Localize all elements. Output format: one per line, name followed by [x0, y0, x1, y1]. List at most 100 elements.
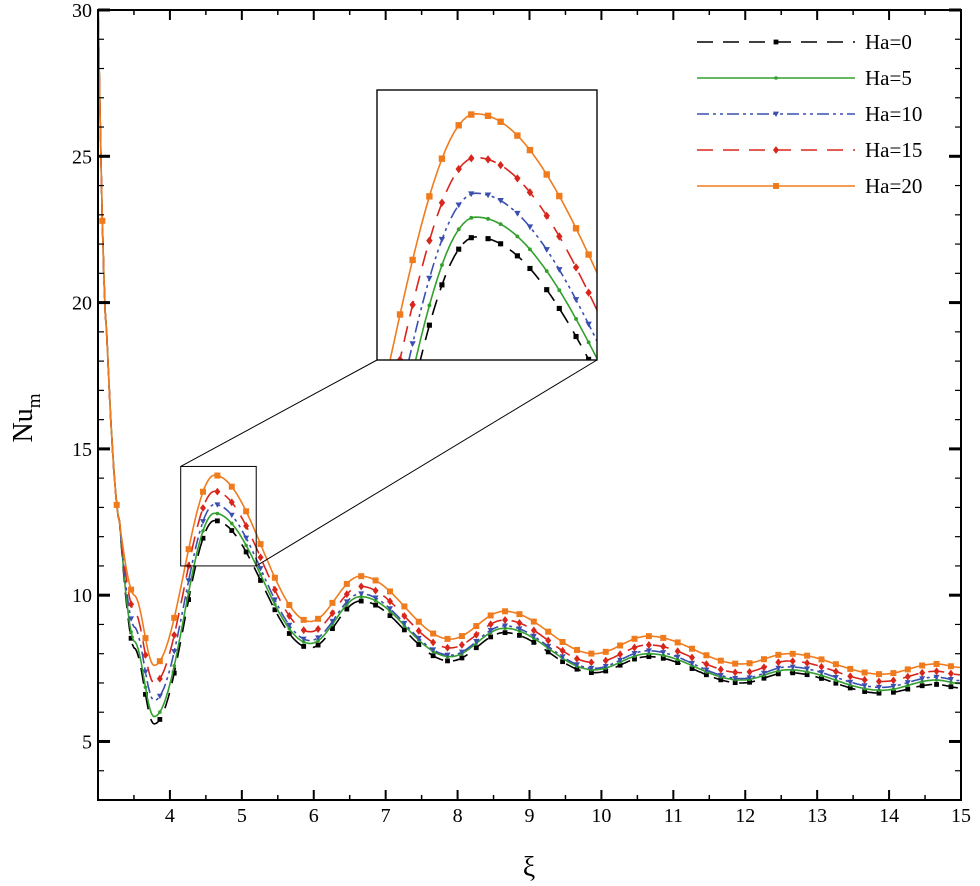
legend-swatch-marker [774, 76, 778, 80]
series-marker-ha-5 [287, 626, 292, 631]
series-marker-ha-10 [487, 627, 494, 634]
series-marker-ha-10 [545, 643, 552, 650]
series-marker-ha-0 [775, 671, 781, 677]
series-marker-ha-20 [214, 472, 221, 479]
zoom-connector-line [255, 359, 598, 567]
legend-swatch-marker [773, 146, 779, 154]
inset-marker-ha-0 [498, 241, 504, 247]
inset-marker-ha-20 [409, 256, 416, 264]
series-marker-ha-15 [588, 658, 595, 667]
series-marker-ha-0 [847, 685, 853, 691]
inset-marker-ha-20 [514, 132, 521, 139]
series-marker-ha-20 [818, 656, 825, 663]
series-marker-ha-10 [588, 665, 595, 672]
series-marker-ha-0 [473, 645, 479, 651]
series-marker-ha-5 [273, 602, 277, 607]
y-tick-label: 20 [72, 293, 92, 315]
series-marker-ha-10 [559, 654, 566, 660]
series-line-ha-15 [98, 10, 961, 684]
series-marker-ha-20 [602, 648, 609, 655]
legend-entry-ha-20: Ha=20 [697, 174, 922, 198]
inset-marker-ha-20 [484, 112, 492, 120]
series-marker-ha-5 [129, 630, 133, 634]
series-marker-ha-20 [847, 665, 854, 672]
series-marker-ha-20 [487, 612, 494, 619]
series-marker-ha-20 [573, 646, 580, 653]
series-marker-ha-10 [372, 595, 379, 601]
series-marker-ha-20 [559, 639, 566, 646]
inset-marker-ha-10 [468, 191, 475, 198]
series-marker-ha-10 [804, 666, 811, 672]
series-marker-ha-5 [143, 685, 148, 690]
series-marker-ha-10 [674, 654, 681, 661]
series-marker-ha-10 [775, 665, 782, 672]
series-marker-ha-0 [890, 689, 896, 695]
series-marker-ha-20 [502, 608, 509, 615]
series-marker-ha-20 [386, 588, 393, 595]
series-marker-ha-10 [185, 578, 192, 584]
series-marker-ha-20 [142, 635, 149, 642]
series-marker-ha-15 [789, 657, 796, 666]
series-marker-ha-20 [861, 669, 868, 676]
inset-marker-ha-5 [557, 288, 562, 293]
series-marker-ha-15 [516, 619, 523, 627]
series-marker-ha-15 [199, 504, 206, 512]
inset-marker-ha-15 [556, 232, 563, 241]
inset-marker-ha-10 [556, 267, 563, 273]
svg-text:Num: Num [8, 393, 45, 442]
series-marker-ha-0 [660, 655, 666, 661]
series-marker-ha-0 [862, 689, 868, 694]
inset-marker-ha-15 [426, 236, 433, 245]
x-tick-label: 10 [591, 805, 611, 827]
series-line-ha-0 [98, 10, 961, 725]
series-marker-ha-20 [329, 599, 336, 606]
series-marker-ha-20 [343, 580, 350, 587]
inset-marker-ha-5 [498, 222, 503, 227]
series-marker-ha-10 [128, 616, 135, 622]
series-marker-ha-10 [645, 648, 652, 654]
series-marker-ha-0 [430, 653, 436, 659]
series-marker-ha-0 [128, 635, 134, 641]
legend: Ha=0 Ha=5 Ha=10 Ha=15 Ha=20 [697, 30, 922, 198]
series-marker-ha-5 [201, 529, 205, 533]
series-marker-ha-10 [271, 597, 278, 603]
series-marker-ha-15 [228, 498, 235, 507]
inset-marker-ha-0 [456, 246, 462, 252]
series-marker-ha-10 [933, 674, 940, 681]
series-marker-ha-0 [646, 654, 652, 660]
legend-label: Ha=20 [865, 174, 922, 198]
series-marker-ha-15 [919, 668, 926, 677]
legend-swatch-marker [773, 183, 779, 189]
series-marker-ha-20 [156, 658, 163, 665]
series-marker-ha-10 [516, 626, 523, 632]
series-marker-ha-0 [143, 691, 148, 697]
series-marker-ha-5 [158, 710, 162, 714]
series-marker-ha-20 [876, 671, 883, 678]
series-marker-ha-0 [171, 670, 177, 676]
series-marker-ha-10 [818, 670, 825, 676]
series-marker-ha-15 [804, 659, 811, 667]
legend-label: Ha=10 [865, 102, 922, 126]
series-marker-ha-20 [689, 645, 696, 652]
series-marker-ha-15 [315, 625, 322, 633]
x-tick-label: 9 [525, 805, 535, 827]
inset-marker-ha-15 [396, 355, 404, 360]
series-marker-ha-15 [458, 640, 465, 649]
inset-line-ha-10 [408, 192, 597, 360]
inset-marker-ha-15 [380, 433, 386, 441]
legend-label: Ha=0 [865, 30, 912, 54]
series-marker-ha-0 [732, 680, 738, 686]
inset-marker-ha-20 [556, 192, 563, 200]
series-ha-20 [98, 10, 961, 678]
inset-marker-ha-15 [572, 263, 580, 272]
x-tick-label: 14 [879, 805, 899, 827]
series-marker-ha-15 [602, 656, 609, 665]
series-marker-ha-20 [530, 618, 537, 625]
series-marker-ha-15 [832, 667, 839, 676]
series-ha-15 [98, 10, 961, 686]
series-marker-ha-10 [904, 680, 911, 686]
series-marker-ha-0 [373, 602, 378, 608]
series-marker-ha-15 [444, 643, 451, 652]
series-marker-ha-10 [660, 650, 667, 656]
